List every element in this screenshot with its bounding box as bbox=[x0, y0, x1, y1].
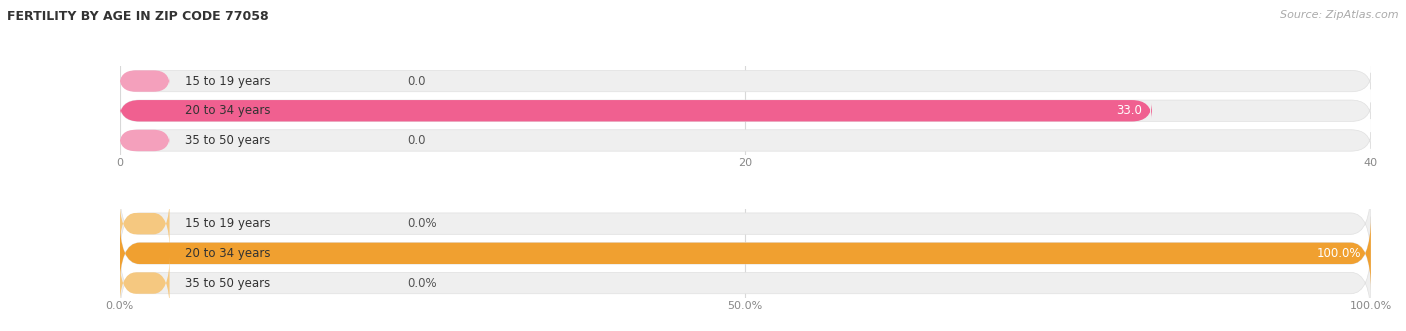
Text: 35 to 50 years: 35 to 50 years bbox=[184, 134, 270, 147]
FancyBboxPatch shape bbox=[120, 130, 1371, 151]
Text: 0.0%: 0.0% bbox=[408, 217, 437, 230]
FancyBboxPatch shape bbox=[120, 130, 170, 151]
Text: 20 to 34 years: 20 to 34 years bbox=[184, 247, 270, 260]
Text: 0.0: 0.0 bbox=[408, 74, 426, 88]
FancyBboxPatch shape bbox=[120, 71, 1371, 92]
Text: 0.0: 0.0 bbox=[408, 134, 426, 147]
FancyBboxPatch shape bbox=[120, 216, 1371, 290]
FancyBboxPatch shape bbox=[120, 71, 170, 92]
Text: 15 to 19 years: 15 to 19 years bbox=[184, 74, 270, 88]
FancyBboxPatch shape bbox=[120, 187, 1371, 260]
Text: 100.0%: 100.0% bbox=[1316, 247, 1361, 260]
FancyBboxPatch shape bbox=[120, 256, 170, 310]
FancyBboxPatch shape bbox=[120, 100, 1371, 121]
Text: 35 to 50 years: 35 to 50 years bbox=[184, 276, 270, 290]
Text: 20 to 34 years: 20 to 34 years bbox=[184, 104, 270, 117]
Text: 33.0: 33.0 bbox=[1116, 104, 1142, 117]
Text: Source: ZipAtlas.com: Source: ZipAtlas.com bbox=[1281, 10, 1399, 20]
FancyBboxPatch shape bbox=[120, 216, 1371, 290]
FancyBboxPatch shape bbox=[120, 196, 170, 251]
Text: 15 to 19 years: 15 to 19 years bbox=[184, 217, 270, 230]
Text: 0.0%: 0.0% bbox=[408, 276, 437, 290]
Text: FERTILITY BY AGE IN ZIP CODE 77058: FERTILITY BY AGE IN ZIP CODE 77058 bbox=[7, 10, 269, 23]
FancyBboxPatch shape bbox=[120, 246, 1371, 320]
FancyBboxPatch shape bbox=[120, 100, 1152, 121]
